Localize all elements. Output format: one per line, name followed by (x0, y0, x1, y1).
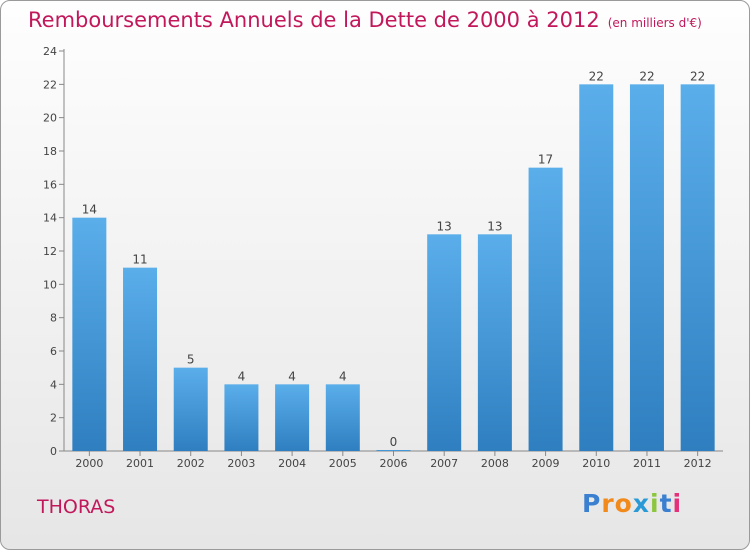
proxiti-logo: Proxiti (582, 489, 682, 518)
logo-letter: P (582, 489, 602, 518)
bar (427, 234, 462, 451)
x-tick-label: 2002 (177, 457, 205, 470)
y-tick-label: 14 (43, 212, 57, 225)
data-label: 22 (589, 69, 604, 83)
logo-letter: r (601, 489, 615, 518)
bar (173, 367, 208, 451)
bar (376, 450, 411, 451)
chart-unit: (en milliers d'€) (607, 16, 702, 30)
bar (325, 384, 360, 451)
y-tick-label: 24 (43, 45, 57, 58)
bar (579, 84, 614, 451)
y-tick-label: 0 (50, 445, 57, 458)
bar (224, 384, 259, 451)
data-label: 4 (238, 369, 246, 383)
bar (629, 84, 664, 451)
x-tick-label: 2007 (430, 457, 458, 470)
y-tick-label: 2 (50, 412, 57, 425)
data-label: 11 (132, 253, 147, 267)
y-tick-label: 6 (50, 345, 57, 358)
logo-letter: i (672, 489, 683, 518)
y-tick-label: 8 (50, 312, 57, 325)
data-label: 4 (288, 369, 296, 383)
data-label: 14 (82, 203, 97, 217)
y-tick-label: 18 (43, 145, 57, 158)
x-tick-label: 2003 (227, 457, 255, 470)
y-tick-label: 4 (50, 378, 57, 391)
data-label: 17 (538, 153, 553, 167)
x-tick-label: 2006 (380, 457, 408, 470)
y-tick-label: 20 (43, 112, 57, 125)
logo-letter: x (632, 489, 650, 518)
x-tick-label: 2011 (633, 457, 661, 470)
y-tick-label: 12 (43, 245, 57, 258)
data-label: 13 (437, 219, 452, 233)
bar (72, 217, 107, 451)
place-name: THORAS (37, 496, 116, 518)
bar (528, 167, 563, 451)
x-tick-label: 2001 (126, 457, 154, 470)
data-label: 22 (690, 69, 705, 83)
chart-title: Remboursements Annuels de la Dette de 20… (28, 8, 702, 32)
data-label: 22 (639, 69, 654, 83)
data-label: 5 (187, 353, 195, 367)
data-label: 4 (339, 369, 347, 383)
bar (123, 267, 158, 451)
x-tick-label: 2008 (481, 457, 509, 470)
y-tick-label: 22 (43, 78, 57, 91)
data-label: 0 (390, 435, 398, 449)
x-tick-label: 2004 (278, 457, 306, 470)
data-label: 13 (487, 219, 502, 233)
x-tick-label: 2009 (532, 457, 560, 470)
bar (477, 234, 512, 451)
bar (680, 84, 715, 451)
y-tick-label: 10 (43, 278, 57, 291)
bar (275, 384, 310, 451)
logo-letter: t (659, 489, 673, 518)
x-tick-label: 2012 (684, 457, 712, 470)
chart-title-text: Remboursements Annuels de la Dette de 20… (28, 8, 600, 32)
logo-letter: o (614, 489, 633, 518)
x-tick-label: 2010 (582, 457, 610, 470)
x-tick-label: 2005 (329, 457, 357, 470)
x-tick-label: 2000 (75, 457, 103, 470)
logo-letter: i (650, 489, 660, 518)
y-tick-label: 16 (43, 178, 57, 191)
